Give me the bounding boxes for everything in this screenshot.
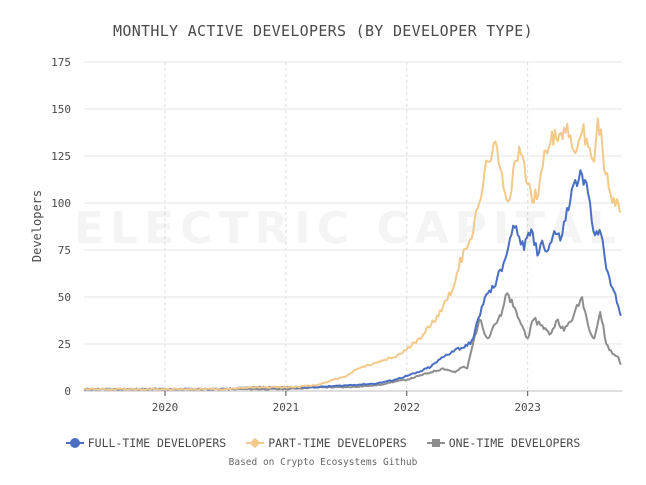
x-tick-label: 2023 (514, 401, 541, 414)
legend-item[interactable]: ONE-TIME DEVELOPERS (426, 436, 581, 450)
diamond-marker-icon (246, 437, 265, 449)
series-line-1 (83, 117, 622, 391)
y-tick-label: 125 (51, 150, 71, 163)
y-tick-label: 175 (51, 56, 71, 69)
y-tick-label: 50 (58, 291, 71, 304)
y-tick-label: 75 (58, 244, 71, 257)
x-tick-label: 2022 (394, 401, 421, 414)
legend-label: PART-TIME DEVELOPERS (268, 436, 407, 450)
chart-legend: FULL-TIME DEVELOPERS PART-TIME DEVELOPERS… (0, 436, 646, 450)
legend-item[interactable]: PART-TIME DEVELOPERS (246, 436, 407, 450)
chart-caption: Based on Crypto Ecosystems Github (228, 457, 418, 468)
y-tick-label: 25 (58, 338, 71, 351)
legend-item[interactable]: FULL-TIME DEVELOPERS (65, 436, 227, 450)
square-marker-icon (426, 437, 445, 449)
x-tick-label: 2021 (273, 401, 300, 414)
y-tick-label: 150 (51, 103, 71, 116)
y-tick-label: 100 (51, 197, 71, 210)
legend-label: FULL-TIME DEVELOPERS (87, 436, 227, 450)
grid (84, 61, 622, 392)
y-tick-label: 0 (64, 385, 71, 398)
series-lines (83, 117, 622, 391)
circle-marker-icon (65, 437, 84, 449)
legend-label: ONE-TIME DEVELOPERS (448, 436, 581, 450)
chart-title: MONTHLY ACTIVE DEVELOPERS (BY DEVELOPER … (113, 22, 533, 40)
axes: 0 25 50 75 100 125 150 175 2020 2021 2022 2023 (51, 56, 541, 414)
chart-plot: ELECTRIC CAPITAL 02550751001251501752020… (30, 56, 622, 414)
x-tick-label: 2020 (152, 401, 179, 414)
y-axis-label: Developers (30, 190, 44, 262)
